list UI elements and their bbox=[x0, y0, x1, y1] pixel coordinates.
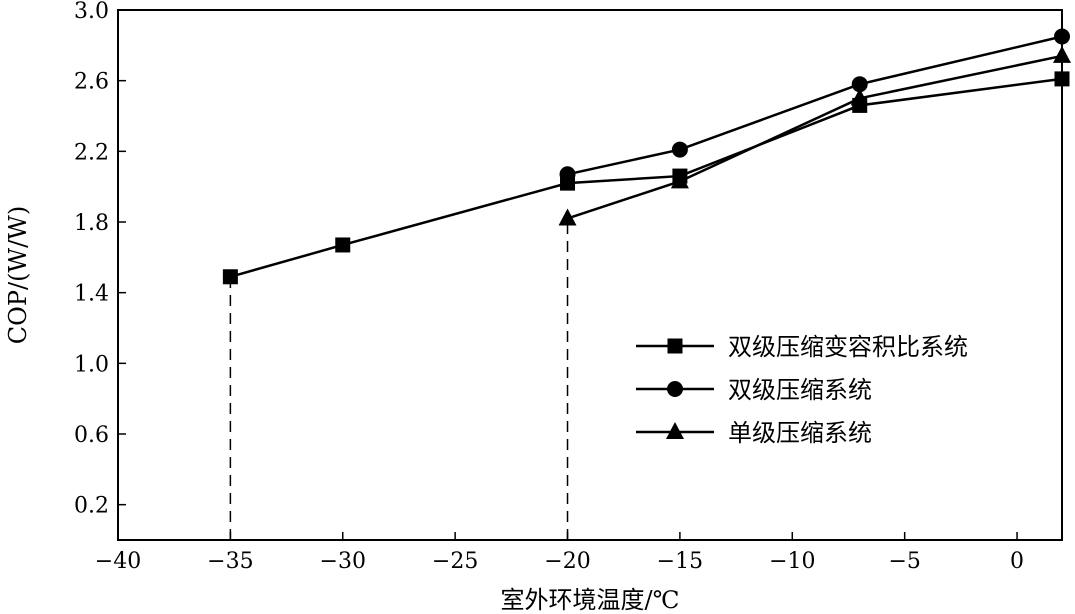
series-circle bbox=[559, 28, 1070, 183]
y-tick-label: 1.0 bbox=[74, 352, 109, 377]
legend-item-circle: 双级压缩系统 bbox=[636, 376, 872, 404]
triangle-marker bbox=[670, 171, 689, 189]
x-tick-label: −40 bbox=[95, 549, 141, 574]
series-layer bbox=[222, 28, 1071, 285]
triangle-marker bbox=[850, 88, 869, 106]
y-tick-label: 2.6 bbox=[74, 70, 109, 95]
y-tick-label: 0.6 bbox=[74, 423, 109, 448]
y-tick-label: 2.2 bbox=[74, 140, 109, 165]
x-axis-title: 室外环境温度/℃ bbox=[501, 586, 680, 614]
x-tick-label: −5 bbox=[888, 549, 920, 574]
x-tick-label: −15 bbox=[657, 549, 703, 574]
legend-label: 双级压缩系统 bbox=[728, 376, 872, 404]
y-tick-label: 1.4 bbox=[74, 282, 109, 307]
x-tick-label: −20 bbox=[544, 549, 590, 574]
reference-lines bbox=[229, 218, 569, 540]
x-tick-label: −10 bbox=[769, 549, 815, 574]
circle-marker bbox=[667, 381, 683, 397]
legend-item-square: 双级压缩变容积比系统 bbox=[636, 333, 968, 361]
circle-marker bbox=[559, 166, 576, 183]
series-square bbox=[222, 71, 1070, 285]
series-line bbox=[230, 77, 1063, 278]
series-line bbox=[567, 35, 1063, 176]
y-tick-label: 0.2 bbox=[74, 494, 109, 519]
y-axis-title: COP/(W/W) bbox=[4, 206, 32, 344]
axis-ticks: −40 −35 −30 −25 −20 −15 −10 −5 0 0.2 0.6 1.0 1.4 1.8 2… bbox=[74, 0, 1024, 574]
legend-item-triangle: 单级压缩系统 bbox=[636, 419, 872, 447]
legend-label: 双级压缩变容积比系统 bbox=[728, 333, 968, 361]
circle-marker bbox=[851, 76, 868, 93]
x-tick-label: −35 bbox=[207, 549, 253, 574]
series-line bbox=[567, 54, 1063, 220]
square-marker bbox=[667, 338, 683, 354]
triangle-marker bbox=[666, 422, 684, 439]
x-tick-label: −25 bbox=[432, 549, 478, 574]
plot-frame bbox=[117, 9, 1063, 541]
circle-marker bbox=[671, 141, 688, 158]
x-tick-label: −30 bbox=[320, 549, 366, 574]
legend-label: 单级压缩系统 bbox=[728, 419, 872, 447]
square-marker bbox=[222, 269, 238, 285]
square-marker bbox=[335, 237, 351, 253]
y-tick-label: 3.0 bbox=[74, 0, 109, 24]
triangle-marker bbox=[558, 208, 577, 226]
series-triangle bbox=[558, 45, 1071, 226]
x-tick-label: 0 bbox=[1010, 549, 1024, 574]
y-tick-label: 1.8 bbox=[74, 211, 109, 236]
